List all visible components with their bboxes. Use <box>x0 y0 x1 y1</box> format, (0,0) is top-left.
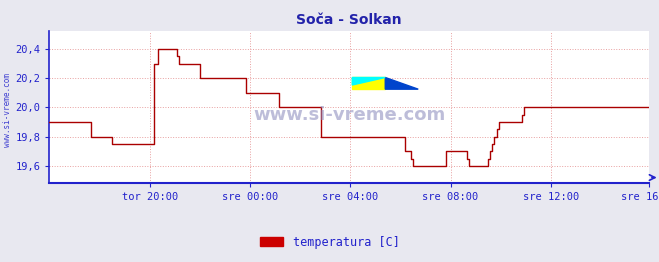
Text: www.si-vreme.com: www.si-vreme.com <box>3 73 13 147</box>
Legend: temperatura [C]: temperatura [C] <box>255 231 404 253</box>
Polygon shape <box>386 78 418 89</box>
Text: www.si-vreme.com: www.si-vreme.com <box>253 106 445 124</box>
Polygon shape <box>353 78 386 85</box>
Bar <box>353 78 386 89</box>
Title: Soča - Solkan: Soča - Solkan <box>297 14 402 28</box>
